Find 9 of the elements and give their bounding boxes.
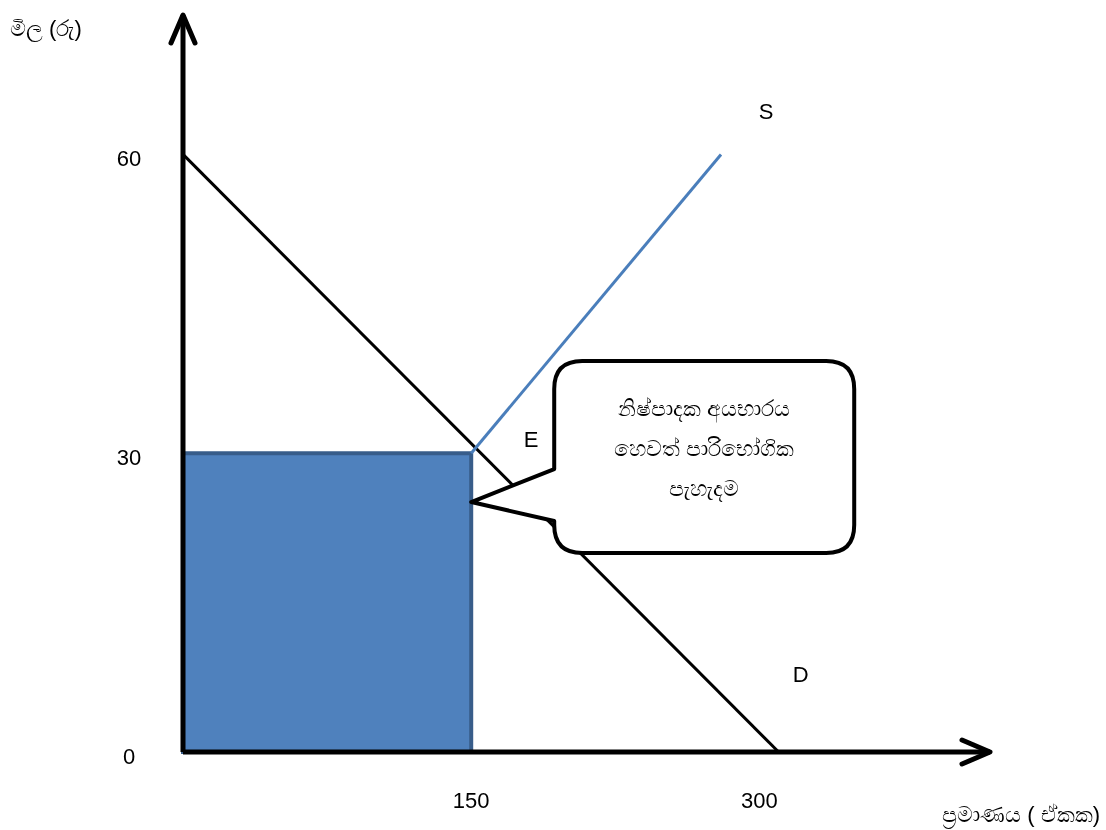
annotation: E <box>523 427 539 453</box>
x-axis-title: ප්‍රමාණය ( ඒකක) <box>942 802 1100 829</box>
annotation: නිෂ්පාදක අයභාරය හෙවත් පාරිභෝගික පැහැදම <box>614 396 795 503</box>
y-axis-title: මිල (රු) <box>10 16 82 42</box>
x-tick-label: 300 <box>741 788 778 813</box>
x-tick-label: 150 <box>452 788 490 813</box>
y-tick-label: 30 <box>116 445 142 471</box>
y-tick-label: 60 <box>116 146 142 172</box>
y-tick-label: 0 <box>122 744 136 769</box>
